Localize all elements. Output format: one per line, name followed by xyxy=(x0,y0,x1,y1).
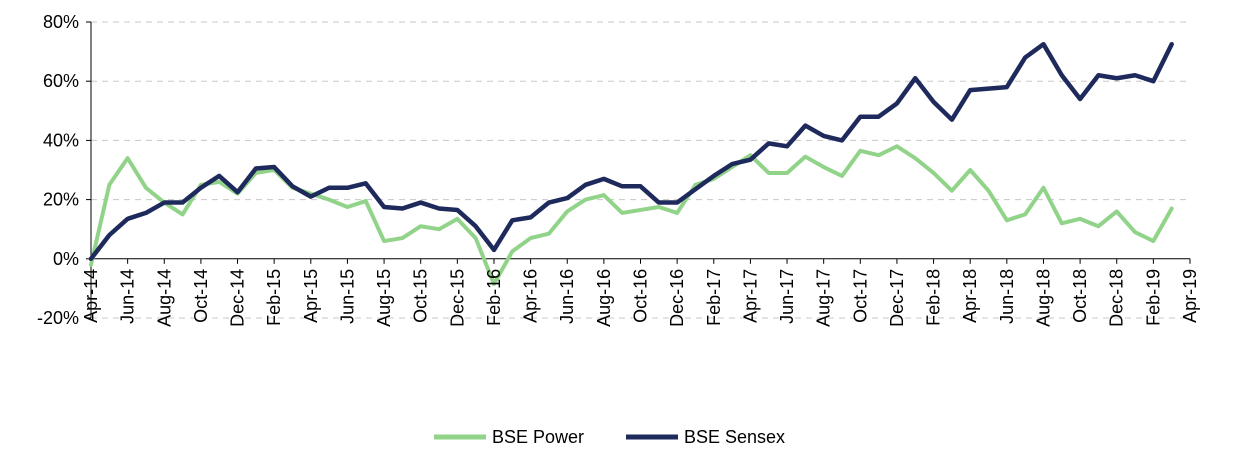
x-tick-label: Oct-18 xyxy=(1070,269,1090,323)
legend: BSE Power BSE Sensex xyxy=(434,427,785,447)
x-tick-label: Apr-14 xyxy=(81,269,101,323)
legend-label-bse-power: BSE Power xyxy=(492,427,584,447)
x-tick-label: Jun-17 xyxy=(777,269,797,324)
x-tick-label: Aug-18 xyxy=(1033,269,1053,327)
y-tick-label: 40% xyxy=(43,130,79,150)
y-tick-label: -20% xyxy=(37,308,79,328)
x-tick-label: Oct-16 xyxy=(631,269,651,323)
x-tick-label: Oct-14 xyxy=(191,269,211,323)
x-tick-label: Dec-15 xyxy=(447,269,467,327)
x-tick-label: Apr-17 xyxy=(740,269,760,323)
y-tick-label: 80% xyxy=(43,12,79,32)
series-lines xyxy=(88,41,1174,286)
y-axis-tick-labels: -20% 0% 20% 40% 60% 80% xyxy=(37,12,79,328)
x-tick-label: Feb-18 xyxy=(924,269,944,326)
series-line-bse-sensex xyxy=(88,41,1174,262)
gridlines xyxy=(91,21,1190,319)
x-tick-label: Feb-15 xyxy=(264,269,284,326)
x-tick-label: Dec-17 xyxy=(887,269,907,327)
x-tick-label: Dec-18 xyxy=(1107,269,1127,327)
x-tick-label: Oct-15 xyxy=(411,269,431,323)
axes xyxy=(86,21,1191,319)
x-tick-label: Aug-16 xyxy=(594,269,614,327)
x-tick-label: Apr-16 xyxy=(521,269,541,323)
x-tick-label: Feb-17 xyxy=(704,269,724,326)
y-tick-label: 60% xyxy=(43,71,79,91)
x-tick-label: Oct-17 xyxy=(850,269,870,323)
legend-label-bse-sensex: BSE Sensex xyxy=(684,427,785,447)
x-tick-label: Jun-14 xyxy=(118,269,138,324)
x-tick-label: Dec-14 xyxy=(228,269,248,327)
x-tick-label: Jun-15 xyxy=(337,269,357,324)
x-tick-label: Aug-17 xyxy=(814,269,834,327)
x-tick-label: Feb-16 xyxy=(484,269,504,326)
x-tick-label: Dec-16 xyxy=(667,269,687,327)
x-tick-label: Aug-15 xyxy=(374,269,394,327)
x-tick-label: Jun-16 xyxy=(557,269,577,324)
y-tick-label: 20% xyxy=(43,190,79,210)
x-tick-label: Apr-15 xyxy=(301,269,321,323)
x-tick-label: Apr-19 xyxy=(1180,269,1200,323)
series-line-bse-power xyxy=(89,144,1174,286)
x-axis-tick-labels: Apr-14 Jun-14 Aug-14 Oct-14 Dec-14 Feb-15 Apr-… xyxy=(81,269,1200,327)
y-tick-label: 0% xyxy=(53,249,79,269)
x-tick-label: Apr-18 xyxy=(960,269,980,323)
x-tick-label: Feb-19 xyxy=(1143,269,1163,326)
x-tick-label: Aug-14 xyxy=(154,269,174,327)
x-tick-label: Jun-18 xyxy=(997,269,1017,324)
